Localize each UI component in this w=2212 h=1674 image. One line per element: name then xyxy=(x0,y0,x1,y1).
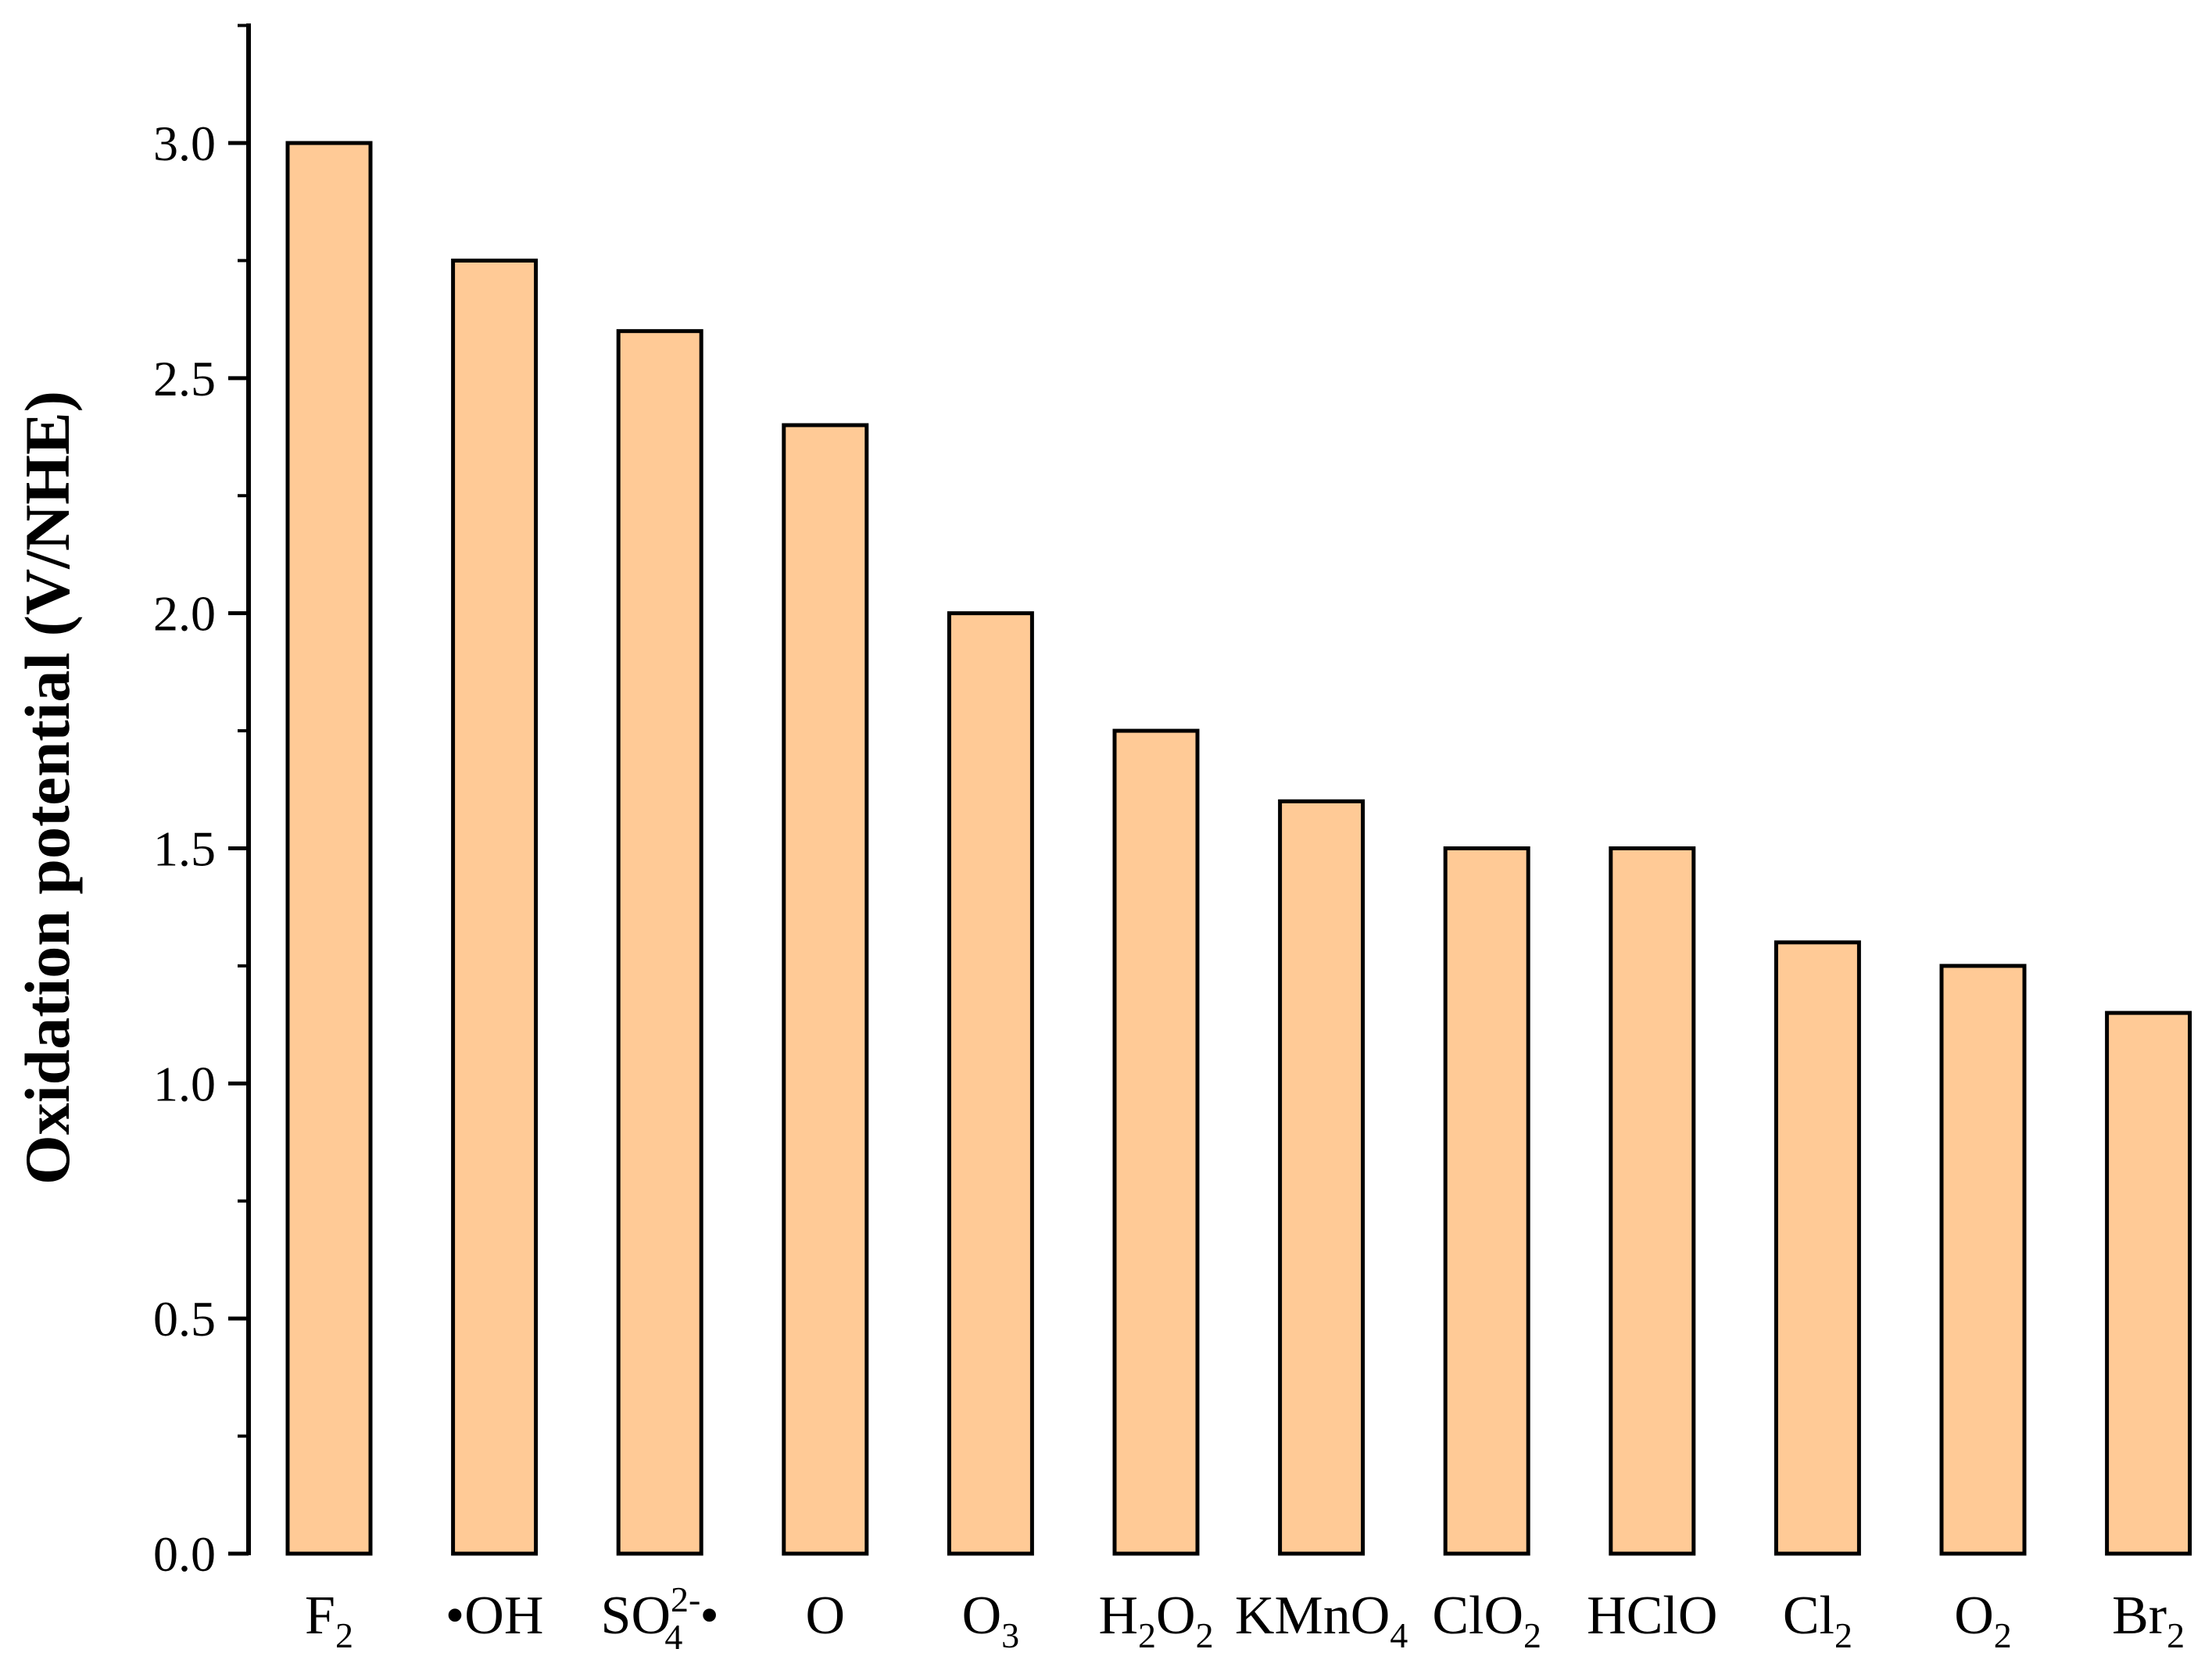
x-tick-label: ClO2 xyxy=(1432,1586,1541,1655)
y-tick-label: 0.5 xyxy=(153,1291,216,1347)
bar-5 xyxy=(1112,728,1200,1556)
x-axis-labels: F2 •OH SO2-4 • O O3 H2O2 KMnO4 ClO2 HClO Cl2 O2 Br2 xyxy=(305,1579,2185,1657)
y-tick-label: 1.0 xyxy=(153,1056,216,1111)
x-tick-label: HClO xyxy=(1587,1586,1717,1646)
bar-1 xyxy=(451,258,539,1556)
x-tick-label: SO2-4 • xyxy=(601,1579,719,1657)
bar-7 xyxy=(1443,846,1530,1556)
bar-11 xyxy=(2105,1010,2192,1556)
bar-6 xyxy=(1278,799,1365,1556)
y-tick-label: 0.0 xyxy=(153,1526,216,1582)
bar-0 xyxy=(285,141,373,1556)
x-tick-label: Cl2 xyxy=(1783,1586,1852,1655)
y-axis: 0.0 0.5 1.0 1.5 2.0 2.5 3.0 xyxy=(153,23,251,1582)
bars-group xyxy=(285,141,2192,1556)
x-tick-label: •OH xyxy=(446,1586,544,1646)
y-tick-label: 2.5 xyxy=(153,351,216,406)
y-tick-label: 3.0 xyxy=(153,116,216,171)
x-tick-label: KMnO4 xyxy=(1235,1586,1408,1655)
bar-4 xyxy=(947,611,1034,1556)
x-tick-label: Br2 xyxy=(2112,1586,2185,1655)
bar-9 xyxy=(1774,940,1861,1556)
x-tick-label: F2 xyxy=(305,1586,353,1655)
bar-10 xyxy=(1939,964,2027,1556)
x-tick-label: O xyxy=(806,1586,846,1646)
x-tick-label: O3 xyxy=(962,1586,1020,1655)
x-tick-label: H2O2 xyxy=(1098,1586,1213,1655)
bar-3 xyxy=(782,423,869,1556)
y-tick-label: 1.5 xyxy=(153,821,216,877)
bar-8 xyxy=(1609,846,1696,1556)
x-tick-label: O2 xyxy=(1954,1586,2012,1655)
bar-2 xyxy=(616,329,703,1556)
y-axis-title: Oxidation potential (V/NHE) xyxy=(12,391,83,1185)
y-tick-label: 2.0 xyxy=(153,586,216,642)
